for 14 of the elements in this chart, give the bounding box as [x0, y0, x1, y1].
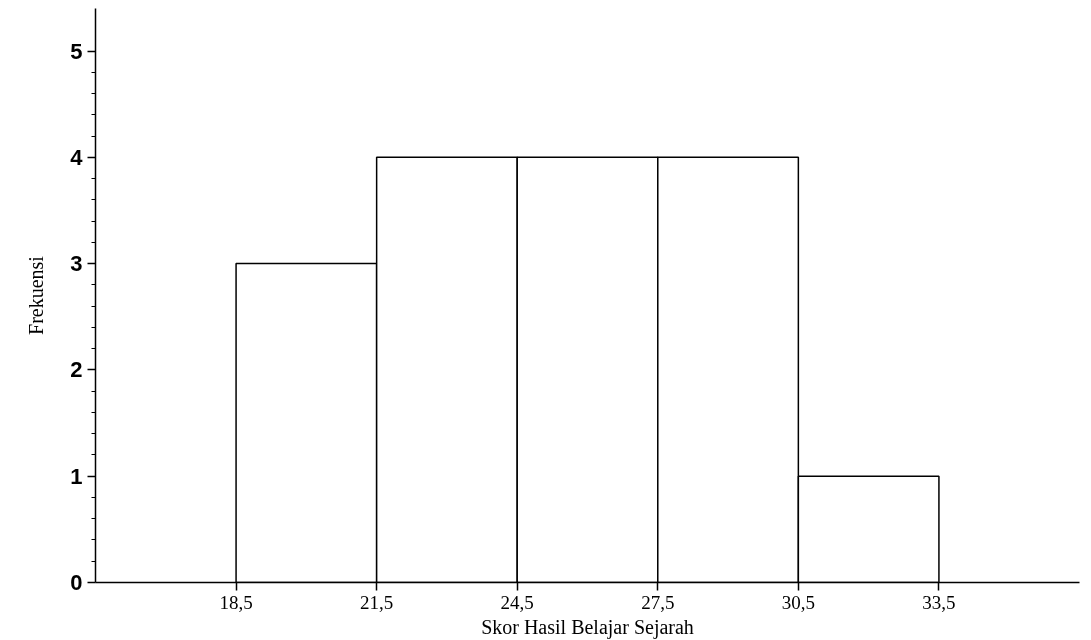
y-tick-label: 2 — [70, 357, 83, 383]
x-tick-label: 27,5 — [641, 591, 675, 613]
y-tick-label: 3 — [70, 251, 83, 277]
y-tick-label: 1 — [70, 463, 83, 489]
y-tick-label: 0 — [70, 570, 83, 595]
x-tick-label: 30,5 — [781, 591, 815, 613]
x-tick-label: 33,5 — [922, 591, 956, 613]
y-tick-label: 5 — [70, 38, 83, 64]
x-tick-label: 21,5 — [360, 591, 394, 613]
y-axis-title: Frekuensi — [25, 255, 48, 335]
y-tick-label: 4 — [70, 144, 84, 170]
x-axis-title: Skor Hasil Belajar Sejarah — [481, 615, 694, 639]
x-tick-label: 24,5 — [500, 591, 534, 613]
x-tick-label: 18,5 — [219, 591, 253, 613]
